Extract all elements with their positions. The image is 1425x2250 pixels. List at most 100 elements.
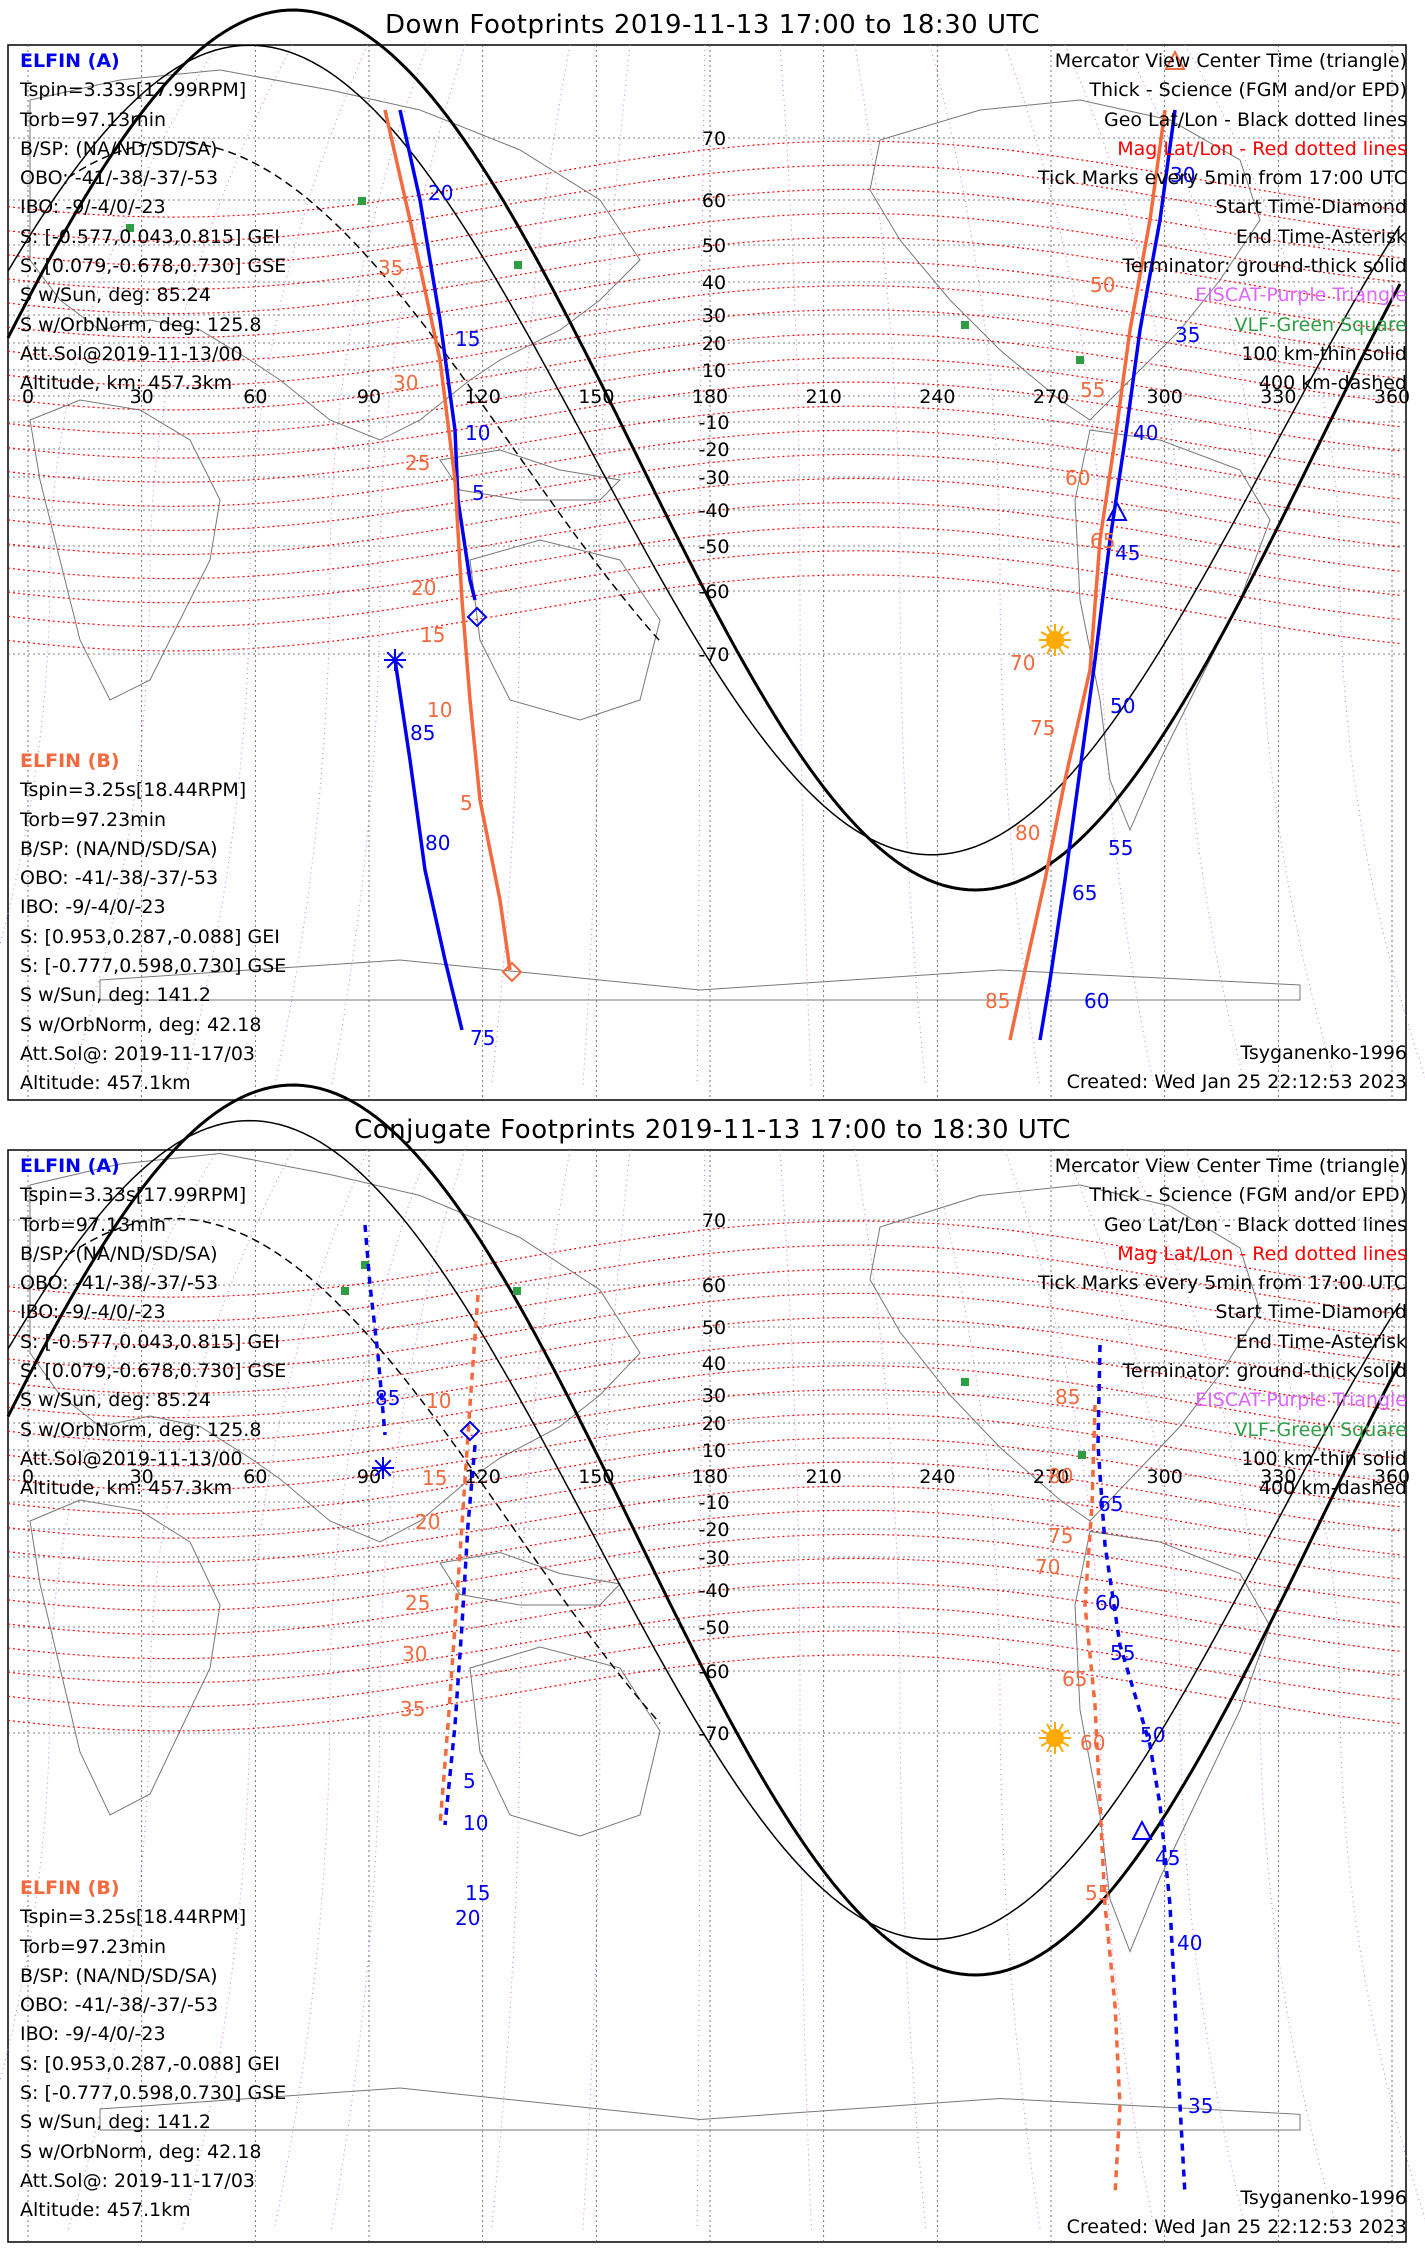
legend-item: Thick - Science (FGM and/or EPD) bbox=[1089, 1184, 1407, 1207]
vlf-station-marker bbox=[1076, 356, 1084, 364]
info-line: Altitude, km: 457.3km bbox=[20, 1477, 233, 1500]
track-b-time-label: 30 bbox=[393, 371, 418, 395]
mag-latitude-line bbox=[7, 1413, 1401, 1491]
latitude-tick-label: -60 bbox=[698, 581, 729, 603]
mag-latitude-line bbox=[7, 1654, 1401, 1732]
info-line: Torb=97.23min bbox=[20, 808, 167, 831]
longitude-tick-label: 180 bbox=[692, 1466, 728, 1488]
track-b-time-label: 15 bbox=[422, 1466, 447, 1490]
mag-latitude-line bbox=[7, 333, 1401, 411]
map-legend: Mercator View Center Time (triangle) Thi… bbox=[1038, 47, 1407, 399]
info-line: Tspin=3.33s[17.99RPM] bbox=[20, 1184, 247, 1207]
track-b-time-label: 35 bbox=[378, 256, 403, 280]
legend-item: EISCAT-Purple Triangle bbox=[1195, 284, 1407, 307]
mag-latitude-line bbox=[7, 1268, 1401, 1346]
longitude-tick-label: 150 bbox=[578, 386, 614, 408]
track-b-time-label: 75 bbox=[1030, 716, 1055, 740]
track-b-time-label: 75 bbox=[1048, 1524, 1073, 1548]
track-a-time-label: 50 bbox=[1140, 1723, 1165, 1747]
track-a-time-label: 40 bbox=[1133, 421, 1158, 445]
mag-latitude-line bbox=[7, 285, 1401, 363]
coastlines bbox=[29, 69, 1301, 1001]
map-frame bbox=[7, 44, 1407, 1101]
track-b-time-label: 65 bbox=[1090, 529, 1115, 553]
map-frame bbox=[7, 1149, 1407, 2243]
start-time-diamond-icon bbox=[466, 606, 488, 628]
mag-latitude-line bbox=[7, 188, 1401, 266]
model-name: Tsyganenko-1996 bbox=[1240, 1042, 1407, 1064]
coastline bbox=[29, 399, 221, 701]
longitude-tick-label: 270 bbox=[1033, 1466, 1069, 1488]
track-b-time-label: 30 bbox=[402, 1642, 427, 1666]
mag-meridian-line bbox=[1064, 1149, 1247, 2231]
mag-latitude-line bbox=[7, 1341, 1401, 1419]
info-line: OBO: -41/-38/-37/-53 bbox=[20, 1994, 219, 2017]
sun-ray bbox=[1058, 1744, 1064, 1753]
longitude-tick-label: 330 bbox=[1260, 386, 1296, 408]
info-line: S: [0.079,-0.678,0.730] GSE bbox=[20, 1360, 287, 1383]
latitude-tick-label: -50 bbox=[698, 1617, 729, 1639]
track-a-time-label: 65 bbox=[1072, 881, 1097, 905]
terminator-100km-line bbox=[7, 1119, 1401, 1941]
sun-ray bbox=[1058, 646, 1064, 655]
mag-latitude-line bbox=[7, 502, 1401, 580]
terminator-ground-line bbox=[6, 1083, 1402, 1977]
mag-meridian-line bbox=[779, 44, 812, 1086]
mag-latitude-line bbox=[7, 309, 1401, 387]
legend-item: Mag Lat/Lon - Red dotted lines bbox=[1117, 137, 1407, 160]
elfin-b-east-track bbox=[1008, 109, 1167, 1041]
longitude-tick-label: 30 bbox=[130, 386, 154, 408]
track-b-time-label: 65 bbox=[1062, 1667, 1087, 1691]
longitude-tick-label: 180 bbox=[692, 386, 728, 408]
panel-title: Conjugate Footprints 2019-11-13 17:00 to… bbox=[354, 1115, 1071, 1145]
longitude-tick-label: 300 bbox=[1147, 1466, 1183, 1488]
track-a-time-label: 40 bbox=[1177, 1931, 1202, 1955]
mag-latitude-line bbox=[7, 453, 1401, 531]
subsolar-point-icon bbox=[1046, 1729, 1064, 1747]
mag-meridian-line bbox=[929, 1149, 1041, 2231]
info-line: S w/Sun, deg: 141.2 bbox=[20, 2111, 211, 2134]
created-date: Created: Wed Jan 25 22:12:53 2023 bbox=[1066, 1071, 1407, 1094]
mag-meridian-line bbox=[183, 44, 368, 1086]
track-a-time-label: 65 bbox=[1098, 1492, 1123, 1516]
info-line: IBO: -9/-4/0/-23 bbox=[20, 896, 166, 919]
info-line: S: [-0.777,0.598,0.730] GSE bbox=[20, 955, 287, 978]
conjugate-footprints-panel: Conjugate Footprints 2019-11-13 17:00 to… bbox=[0, 1083, 1425, 2250]
longitude-tick-label: 240 bbox=[919, 1466, 955, 1488]
legend-item: Mercator View Center Time (triangle) bbox=[1054, 1155, 1407, 1177]
latitude-tick-label: -20 bbox=[698, 1519, 729, 1541]
legend-item: Tick Marks every 5min from 17:00 UTC bbox=[1038, 1272, 1407, 1295]
axis-ticks: 0 30 60 90 120 150 180 210 240 270 300 330 360706050… bbox=[22, 1210, 1410, 1754]
info-line: S: [0.953,0.287,-0.088] GEI bbox=[20, 925, 280, 948]
info-line: S: [-0.577,0.043,0.815] GEI bbox=[20, 225, 280, 248]
vlf-station-marker bbox=[961, 1378, 969, 1386]
longitude-tick-label: 30 bbox=[130, 1466, 154, 1488]
terminator-lines bbox=[6, 1083, 1402, 1977]
mag-latitude-line bbox=[7, 1437, 1401, 1515]
info-line: Tspin=3.25s[18.44RPM] bbox=[20, 779, 247, 802]
sun-ray bbox=[1046, 1723, 1052, 1732]
track-a-time-label: 15 bbox=[465, 1881, 490, 1905]
info-line: S: [0.079,-0.678,0.730] GSE bbox=[20, 255, 287, 278]
vlf-station-marker bbox=[341, 1287, 349, 1295]
mag-latitude-line bbox=[7, 550, 1401, 628]
geo-meridians bbox=[0, 1149, 1425, 2231]
track-a-time-label: 75 bbox=[470, 1026, 495, 1050]
vlf-station-marker bbox=[361, 1261, 369, 1269]
center-time-triangle-icon bbox=[1164, 49, 1186, 70]
terminator-lines bbox=[6, 8, 1402, 892]
terminator-ground-line bbox=[6, 8, 1402, 892]
terminator-100km-line bbox=[7, 44, 1401, 856]
track-a-time-label: 10 bbox=[463, 1811, 488, 1835]
info-line: B/SP: (NA/ND/SD/SA) bbox=[20, 1964, 218, 1987]
elfin-a-info: ELFIN (A) Tspin=3.33s[17.99RPM] Torb=97.… bbox=[20, 1152, 286, 1504]
mag-meridian-line bbox=[696, 1149, 706, 2231]
mag-meridian-line bbox=[0, 1149, 218, 2084]
elfin-b-north-track bbox=[383, 109, 512, 971]
info-line: Altitude, km: 457.3km bbox=[20, 372, 233, 395]
longitude-tick-label: 0 bbox=[22, 386, 34, 408]
track-b-time-label: 35 bbox=[400, 1697, 425, 1721]
legend-item: 400 km-dashed bbox=[1258, 1477, 1407, 1500]
elfin-b-name: ELFIN (B) bbox=[20, 1877, 120, 1899]
longitude-tick-label: 150 bbox=[578, 1466, 614, 1488]
